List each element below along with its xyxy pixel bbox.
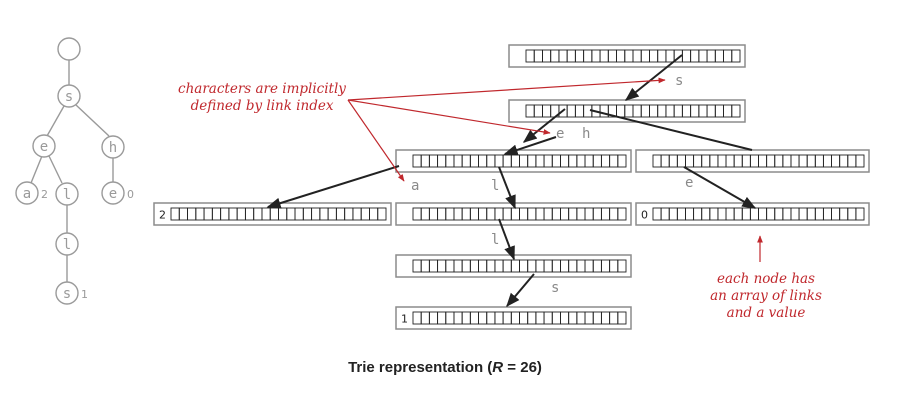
link-arrow-el-l [498,218,515,261]
link-array-frame [395,149,632,173]
link-arrow-s-e-cont [503,136,557,156]
char-label-s: s [675,73,683,89]
char-label-l: l [491,178,499,194]
small-trie-tree [15,37,125,305]
tree-label-e: e [40,139,48,155]
caption-variable: R [492,359,503,376]
link-arrow-s-h [589,109,753,151]
link-cell [617,259,627,273]
char-label-e2: e [685,175,693,191]
tree-label-l1: l [63,187,71,203]
link-array-frame [635,149,870,173]
caption-suffix: = 26) [503,359,542,376]
annotation-pointer-s [347,77,666,101]
link-cell [617,154,627,168]
tree-edge [30,155,43,184]
link-arrow-e-l [498,166,516,210]
annotation-pointer-a [347,99,405,182]
tree-node-root [57,37,81,61]
tree-label-e2: e [109,186,117,202]
tree-value-e2: 0 [127,188,134,201]
node-value: 2 [159,209,166,222]
caption-prefix: Trie representation ( [348,359,492,376]
link-array-ells: 1 [395,306,632,330]
link-arrays: 2 0 1 [153,44,870,330]
link-cell [855,154,865,168]
tree-value-a: 2 [41,188,48,201]
tree-label-a: a [23,186,31,202]
link-arrow-s-e [522,108,566,143]
tree-value-s2: 1 [81,288,88,301]
tree-label-s: s [65,89,73,105]
annotation-implicit-line1: characters are implicitly [178,81,346,97]
tree-label-l2: l [63,237,71,253]
char-label-h: h [582,126,590,142]
link-cell [731,49,741,63]
link-array-e [395,149,632,173]
link-cell [617,207,627,221]
annotation-node-line2: an array of links [710,288,822,304]
link-array-frame [508,44,746,68]
link-array-h [635,149,870,173]
tree-edge [75,104,110,137]
char-label-e: e [556,126,564,142]
char-label-l2: l [491,232,499,248]
link-array-he: 0 [635,202,870,226]
tree-node-h [101,135,125,159]
tree-node-a [15,181,39,205]
figure-caption: Trie representation (R = 26) [348,359,542,376]
link-array-el [395,202,632,226]
node-value: 1 [401,313,408,326]
link-arrow-ell-s [506,273,535,308]
tree-node-e [32,134,56,158]
annotation-node-line1: each node has [717,271,815,287]
annotation-node-line3: and a value [727,305,806,321]
link-array-frame [395,306,632,330]
link-cell [855,207,865,221]
char-label-a: a [411,178,419,194]
node-value: 0 [641,209,648,222]
tree-node-s [57,84,81,108]
tree-node-s2 [55,281,79,305]
link-arrow-root-s [624,54,683,101]
tree-node-e2 [101,181,125,205]
link-arrow-e-a [266,165,400,209]
link-array-a: 2 [153,202,392,226]
link-cell [731,104,741,118]
link-cell [617,311,627,325]
tree-node-l2 [55,232,79,256]
link-cell [377,207,387,221]
tree-label-s2: s [63,286,71,302]
tree-label-h: h [109,140,117,156]
tree-edge [46,105,65,137]
annotation-implicit-line2: defined by link index [191,98,334,114]
link-array-root [508,44,746,68]
link-arrow-h-e [683,166,757,209]
char-label-s2: s [551,280,559,296]
tree-node-l1 [55,182,79,206]
annotation-pointer-e [347,99,551,135]
tree-edge [48,155,63,184]
